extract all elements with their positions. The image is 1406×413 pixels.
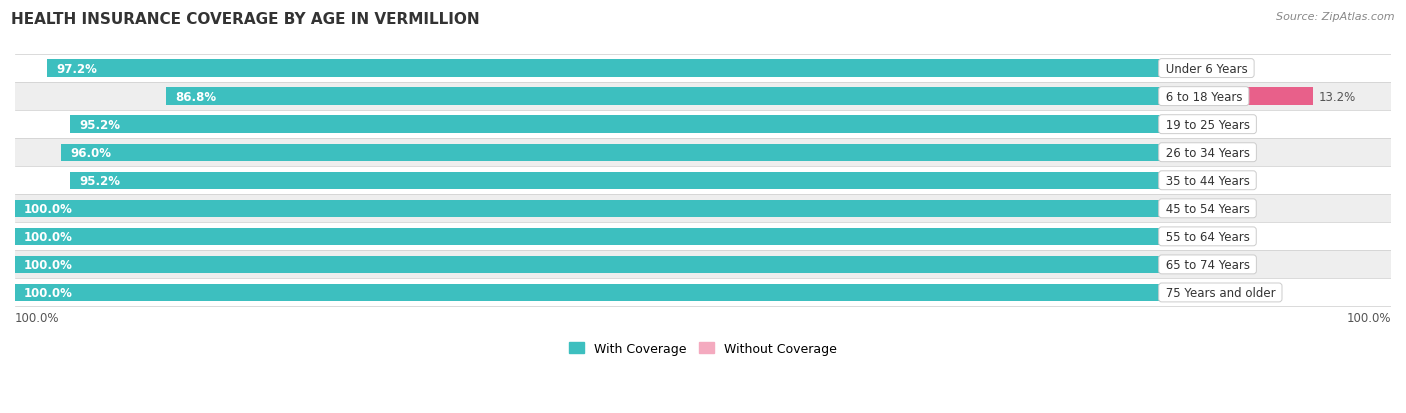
Text: 4.8%: 4.8% [1222,174,1253,188]
Text: 45 to 54 Years: 45 to 54 Years [1161,202,1253,215]
Bar [166,88,1161,106]
Text: 4.8%: 4.8% [1222,119,1253,131]
Text: 100.0%: 100.0% [24,202,73,215]
Bar [1161,88,1313,106]
Text: 0.0%: 0.0% [1191,286,1220,299]
Bar [48,60,1161,78]
Text: Source: ZipAtlas.com: Source: ZipAtlas.com [1277,12,1395,22]
Bar [1161,144,1208,161]
Text: 95.2%: 95.2% [79,174,121,188]
Bar [15,256,1161,273]
Text: 100.0%: 100.0% [15,311,59,324]
Text: 35 to 44 Years: 35 to 44 Years [1161,174,1253,188]
Text: 55 to 64 Years: 55 to 64 Years [1161,230,1253,243]
Bar [15,228,1161,245]
Bar [15,284,1161,301]
Text: 86.8%: 86.8% [176,90,217,103]
Text: 0.0%: 0.0% [1191,230,1220,243]
Bar [15,83,1391,111]
Text: 100.0%: 100.0% [1347,311,1391,324]
Bar [15,111,1391,139]
Text: 100.0%: 100.0% [24,286,73,299]
Text: 13.2%: 13.2% [1319,90,1355,103]
Bar [15,279,1391,307]
Text: 2.8%: 2.8% [1199,62,1229,76]
Bar [1161,116,1216,133]
Text: 26 to 34 Years: 26 to 34 Years [1161,146,1253,159]
Text: 100.0%: 100.0% [24,230,73,243]
Text: HEALTH INSURANCE COVERAGE BY AGE IN VERMILLION: HEALTH INSURANCE COVERAGE BY AGE IN VERM… [11,12,479,27]
Text: 96.0%: 96.0% [70,146,111,159]
Text: 65 to 74 Years: 65 to 74 Years [1161,258,1253,271]
Bar [15,167,1391,195]
Text: 0.0%: 0.0% [1191,202,1220,215]
Legend: With Coverage, Without Coverage: With Coverage, Without Coverage [564,337,842,360]
Bar [15,195,1391,223]
Bar [15,200,1161,218]
Text: 19 to 25 Years: 19 to 25 Years [1161,119,1253,131]
Text: 0.0%: 0.0% [1191,258,1220,271]
Bar [15,55,1391,83]
Text: 6 to 18 Years: 6 to 18 Years [1161,90,1246,103]
Bar [1161,60,1194,78]
Text: Under 6 Years: Under 6 Years [1161,62,1251,76]
Bar [70,172,1161,190]
Bar [15,139,1391,167]
Text: 75 Years and older: 75 Years and older [1161,286,1279,299]
Bar [1161,256,1185,273]
Bar [15,223,1391,251]
Text: 100.0%: 100.0% [24,258,73,271]
Bar [70,116,1161,133]
Bar [1161,172,1216,190]
Text: 95.2%: 95.2% [79,119,121,131]
Bar [15,251,1391,279]
Text: 4.0%: 4.0% [1213,146,1243,159]
Bar [1161,284,1185,301]
Bar [60,144,1161,161]
Bar [1161,228,1185,245]
Text: 97.2%: 97.2% [56,62,97,76]
Bar [1161,200,1185,218]
